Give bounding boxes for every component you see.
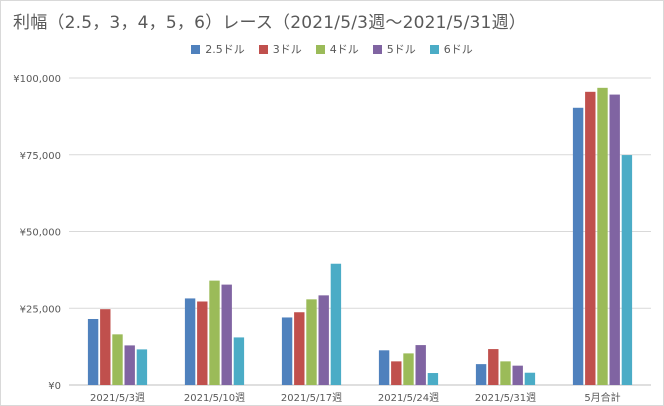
y-tick-label-1: ¥25,000 [20, 304, 61, 315]
bar-1-0 [184, 298, 196, 385]
bar-5-3 [609, 94, 620, 385]
y-tick-label-2: ¥50,000 [20, 228, 61, 239]
legend-item-1: 2.5ドル [191, 41, 245, 57]
x-tick-label-3: 2021/5/24週 [378, 392, 439, 404]
bar-4-0 [475, 364, 487, 385]
y-tick-label-4: ¥100,000 [13, 74, 61, 85]
legend-item-4: 5ドル [372, 41, 416, 57]
legend-item-5: 6ドル [429, 41, 473, 57]
legend-item-3: 4ドル [315, 41, 359, 57]
bar-5-2 [597, 87, 608, 385]
bar-4-3 [512, 365, 523, 385]
bar-3-0 [378, 350, 390, 385]
x-tick-label-0: 2021/5/3週 [90, 392, 145, 404]
bar-3-1 [391, 361, 402, 385]
legend-label-3: 4ドル [329, 43, 359, 56]
bar-1-3 [221, 284, 232, 385]
bar-2-0 [281, 317, 293, 385]
x-tick-label-1: 2021/5/10週 [184, 392, 245, 404]
x-tick-label-5: 5月合計 [584, 391, 620, 404]
x-tick-label-4: 2021/5/31週 [475, 392, 536, 404]
legend-label-1: 2.5ドル [205, 43, 245, 56]
y-tick-label-3: ¥75,000 [20, 151, 61, 162]
legend-swatch-2 [258, 44, 268, 54]
bar-1-4 [233, 337, 245, 385]
legend-swatch-4 [372, 44, 382, 54]
chart-title: 利幅（2.5，3，4，5，6）レース（2021/5/3週〜2021/5/31週） [13, 13, 526, 33]
legend-label-4: 5ドル [386, 43, 416, 56]
bar-2-4 [330, 263, 342, 385]
legend-item-2: 3ドル [258, 41, 302, 57]
y-tick-label-0: ¥0 [48, 381, 61, 392]
bar-0-1 [100, 309, 111, 385]
bar-4-2 [500, 361, 511, 385]
legend-swatch-1 [191, 44, 201, 54]
bar-5-1 [585, 91, 596, 385]
bar-4-4 [524, 372, 536, 385]
bar-3-2 [403, 353, 414, 385]
legend-swatch-3 [315, 44, 325, 54]
bar-2-2 [306, 299, 317, 385]
bar-1-1 [197, 301, 208, 385]
bar-5-4 [621, 155, 633, 385]
bar-1-2 [209, 280, 220, 385]
bar-4-1 [488, 349, 499, 385]
legend-swatch-5 [429, 44, 439, 54]
bar-3-4 [427, 373, 439, 385]
legend: 2.5ドル 3ドル 4ドル 5ドル 6ドル [1, 41, 663, 57]
bar-0-0 [87, 318, 99, 385]
bar-5-0 [572, 107, 584, 386]
bar-2-1 [294, 312, 305, 385]
bar-2-3 [318, 295, 329, 385]
bar-0-2 [112, 334, 123, 385]
legend-label-2: 3ドル [272, 43, 302, 56]
x-tick-label-2: 2021/5/17週 [281, 392, 342, 404]
bar-3-3 [415, 345, 426, 385]
legend-label-5: 6ドル [443, 43, 473, 56]
bar-0-4 [136, 349, 148, 385]
bar-0-3 [124, 345, 135, 385]
